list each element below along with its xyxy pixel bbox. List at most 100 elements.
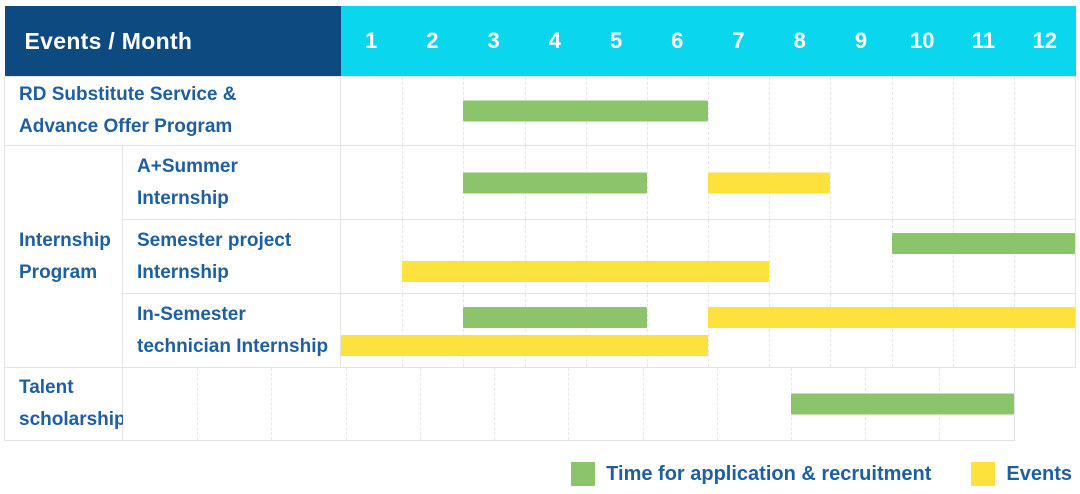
legend: Time for application & recruitment Events bbox=[4, 462, 1076, 486]
application-recruitment-bar bbox=[891, 233, 1075, 254]
legend-item-events: Events bbox=[971, 462, 1072, 486]
group-label: Internship Program bbox=[4, 145, 123, 368]
month-gridline bbox=[708, 77, 709, 145]
month-gridline bbox=[568, 368, 570, 440]
month-gridline bbox=[494, 368, 496, 440]
legend-label: Events bbox=[1006, 462, 1072, 485]
row-label-line: Talent scholarship bbox=[19, 377, 126, 430]
month-gridline bbox=[891, 294, 893, 367]
month-gridline bbox=[402, 77, 404, 145]
gantt-cell bbox=[122, 367, 1015, 441]
gantt-cell bbox=[340, 293, 1076, 368]
month-gridline bbox=[830, 146, 832, 219]
month-header-5: 5 bbox=[585, 6, 647, 77]
month-gridline bbox=[1013, 294, 1015, 367]
month-gridline bbox=[952, 77, 954, 145]
row-label-line: A+Summer bbox=[137, 155, 238, 177]
month-gridline bbox=[1013, 220, 1015, 293]
row-label: Semester project Internship bbox=[121, 219, 342, 294]
events-bar bbox=[708, 307, 1075, 328]
month-gridline bbox=[197, 368, 199, 440]
month-gridline bbox=[952, 294, 954, 367]
events-bar bbox=[402, 261, 770, 282]
month-header-2: 2 bbox=[401, 6, 463, 77]
month-gridline bbox=[891, 146, 893, 219]
gantt-row: RD Substitute Service & Advance Offer Pro… bbox=[3, 76, 1076, 146]
application-swatch bbox=[571, 462, 596, 486]
row-label: In-Semester technician Internship bbox=[121, 293, 342, 368]
month-gridline bbox=[952, 220, 954, 293]
gantt-row: Internship Program A+Summer Internship bbox=[4, 145, 1076, 368]
month-gridline bbox=[769, 294, 771, 367]
application-recruitment-bar bbox=[463, 172, 647, 193]
month-gridline bbox=[716, 368, 718, 440]
month-gridline bbox=[891, 220, 893, 293]
month-gridline bbox=[524, 220, 526, 293]
month-gridline bbox=[891, 77, 893, 145]
row-label-line: Semester project bbox=[137, 229, 292, 251]
events-swatch bbox=[971, 462, 996, 486]
month-gridline bbox=[642, 368, 644, 440]
month-header-1: 1 bbox=[340, 6, 402, 77]
legend-label: Time for application & recruitment bbox=[606, 462, 932, 485]
row-label-line: Advance Offer Program bbox=[19, 116, 233, 137]
month-gridline bbox=[646, 220, 648, 293]
month-gridline bbox=[463, 220, 465, 293]
month-gridline bbox=[708, 294, 709, 367]
month-gridline bbox=[585, 220, 587, 293]
gantt-figure: Events / Month 1 2 3 4 5 6 7 8 9 10 11 12 RD Substi… bbox=[3, 6, 1076, 486]
application-recruitment-bar bbox=[790, 393, 1014, 415]
month-gridline bbox=[830, 220, 832, 293]
month-gridline bbox=[952, 146, 954, 219]
month-gridline bbox=[402, 220, 404, 293]
month-gridline bbox=[463, 294, 465, 367]
month-header-3: 3 bbox=[462, 6, 525, 77]
month-gridline bbox=[402, 146, 404, 219]
row-label-line: technician Internship bbox=[137, 335, 329, 357]
month-gridline bbox=[524, 294, 526, 367]
month-gridline bbox=[646, 146, 648, 219]
month-gridline bbox=[419, 368, 421, 440]
month-gridline bbox=[769, 77, 771, 145]
events-bar bbox=[341, 335, 708, 356]
month-header-7: 7 bbox=[707, 6, 770, 77]
month-header-12: 12 bbox=[1014, 6, 1076, 77]
month-gridline bbox=[769, 220, 771, 293]
gantt-cell bbox=[340, 219, 1076, 294]
header-row: Events / Month 1 2 3 4 5 6 7 8 9 10 11 12 bbox=[4, 6, 1076, 77]
month-header-4: 4 bbox=[524, 6, 586, 77]
row-label-line: Internship bbox=[137, 261, 229, 283]
month-gridline bbox=[1013, 146, 1015, 219]
month-header-6: 6 bbox=[646, 6, 708, 77]
month-header-10: 10 bbox=[891, 6, 953, 77]
month-gridline bbox=[646, 294, 648, 367]
group-label-line: Internship bbox=[19, 229, 111, 251]
group-label-line: Program bbox=[19, 261, 98, 283]
month-gridline bbox=[402, 294, 404, 367]
month-gridline bbox=[1013, 77, 1015, 145]
row-label-line: RD Substitute Service & bbox=[19, 84, 237, 105]
application-recruitment-bar bbox=[463, 307, 647, 328]
application-recruitment-bar bbox=[463, 100, 708, 122]
month-gridline bbox=[585, 294, 587, 367]
events-bar bbox=[708, 172, 831, 193]
gantt-body: RD Substitute Service & Advance Offer Pro… bbox=[3, 76, 1076, 441]
month-header-9: 9 bbox=[830, 6, 892, 77]
row-label-line: Internship bbox=[137, 187, 229, 209]
month-header-8: 8 bbox=[769, 6, 831, 77]
gantt-row: In-Semester technician Internship bbox=[5, 293, 1076, 368]
gantt-row: Talent scholarship bbox=[4, 367, 1076, 441]
month-gridline bbox=[345, 368, 347, 440]
gantt-cell bbox=[340, 76, 1076, 146]
month-gridline bbox=[830, 294, 832, 367]
legend-item-application: Time for application & recruitment bbox=[571, 462, 931, 486]
month-gridline bbox=[708, 220, 709, 293]
gantt-row: Semester project Internship bbox=[5, 219, 1076, 294]
month-gridline bbox=[830, 77, 832, 145]
month-header-11: 11 bbox=[952, 6, 1015, 77]
month-gridline bbox=[271, 368, 273, 440]
row-label: RD Substitute Service & Advance Offer Pro… bbox=[3, 76, 342, 146]
row-label: A+Summer Internship bbox=[121, 145, 342, 220]
row-label: Talent scholarship bbox=[4, 367, 126, 441]
gantt-cell bbox=[340, 145, 1076, 220]
